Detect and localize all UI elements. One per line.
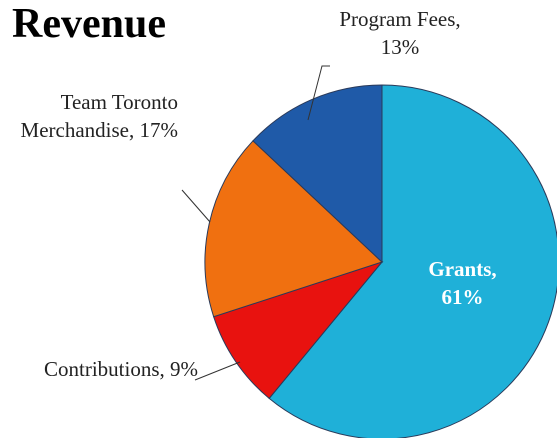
data-label: Team Toronto Merchandise, 17% xyxy=(20,90,178,142)
data-label: Contributions, 9% xyxy=(43,357,198,381)
pie-slice xyxy=(252,84,383,264)
chart-title: Revenue xyxy=(12,1,166,47)
data-label: Grants, 61% xyxy=(428,257,497,309)
leader-line xyxy=(181,189,211,223)
data-label: Program Fees, 13% xyxy=(339,7,461,59)
leader-line xyxy=(307,65,330,121)
leader-line xyxy=(194,361,241,381)
pie-slice xyxy=(213,260,384,400)
pie-slice xyxy=(268,84,557,438)
pie-slice xyxy=(204,140,383,318)
